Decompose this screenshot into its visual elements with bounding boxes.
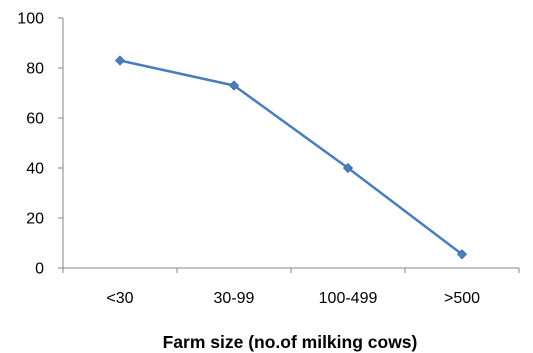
x-tick-label: <30 (106, 290, 133, 307)
x-axis-ticks: <30 30-99 100-499 >500 (62, 268, 520, 307)
x-tick-label: 30-99 (214, 290, 255, 307)
x-tick-label: >500 (444, 290, 480, 307)
y-tick-label: 80 (26, 61, 44, 78)
y-tick-label: 20 (26, 211, 44, 228)
series-line (119, 59, 463, 256)
x-tick-label: 100-499 (319, 290, 378, 307)
y-tick-label: 0 (35, 261, 44, 278)
chart-axes (62, 18, 519, 269)
y-tick-label: 60 (26, 111, 44, 128)
y-tick-label: 100 (17, 11, 44, 28)
x-axis-title: Farm size (no.of milking cows) (163, 332, 418, 352)
data-point-marker (228, 80, 240, 91)
data-point-marker (114, 55, 126, 66)
data-series (114, 55, 468, 260)
data-point-marker (456, 249, 468, 260)
y-axis-ticks: 0 20 40 60 80 100 (17, 11, 63, 278)
y-tick-label: 40 (26, 161, 44, 178)
data-point-marker (342, 162, 354, 174)
